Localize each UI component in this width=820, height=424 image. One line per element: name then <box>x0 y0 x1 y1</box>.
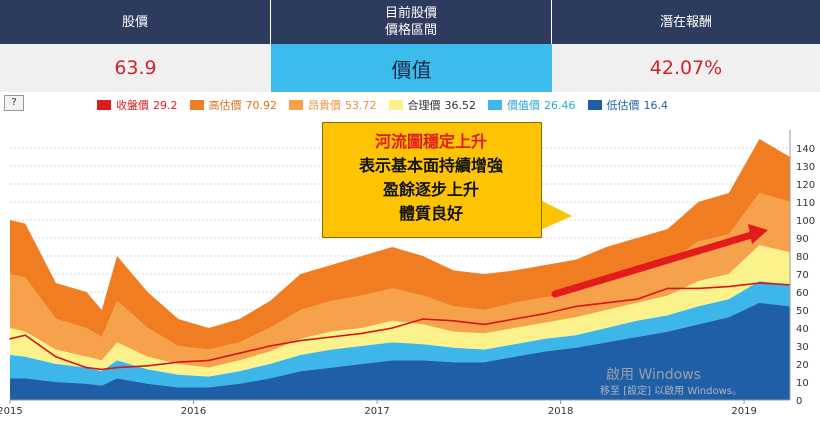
close-price-line <box>9 282 791 371</box>
y-tick-label: 20 <box>796 360 809 371</box>
close-price-point <box>391 327 394 329</box>
close-price-point <box>422 318 424 320</box>
windows-watermark: 啟用 Windows <box>606 367 701 383</box>
legend-item-close[interactable]: 收盤價 29.2 <box>97 97 178 113</box>
price-zone-value: 價值 <box>271 44 552 92</box>
close-price-point <box>605 302 608 304</box>
band-3 <box>10 245 790 377</box>
close-price-point <box>360 332 363 335</box>
x-tick-label: 2016 <box>181 406 206 417</box>
header-stock-price: 股價 <box>0 0 271 44</box>
close-price-point <box>9 338 11 340</box>
y-tick-label: 60 <box>796 288 809 299</box>
x-tick-label: 2015 <box>0 406 23 417</box>
legend-item-undervalued[interactable]: 低估價 16.4 <box>587 97 668 113</box>
potential-return-value: 42.07% <box>552 44 820 92</box>
y-tick-label: 70 <box>796 270 809 281</box>
band-4 <box>10 281 790 388</box>
close-price-point <box>299 339 302 342</box>
stock-price-value: 63.9 <box>0 44 271 92</box>
close-price-point <box>238 352 241 354</box>
band-2 <box>10 193 790 368</box>
callout-line-4: 體質良好 <box>398 204 463 223</box>
trend-arrow-shaft <box>551 230 758 298</box>
x-axis: 2015 2016 2017 2018 2019 <box>0 399 790 417</box>
close-price-point <box>452 320 455 322</box>
legend-item-value[interactable]: 價值價 26.46 <box>488 97 576 113</box>
close-price-point <box>24 334 27 336</box>
values-row: 63.9 價值 42.07% <box>0 44 820 92</box>
y-tick-label: 30 <box>796 342 809 353</box>
y-tick-label: 130 <box>796 162 815 173</box>
legend-item-overvalued[interactable]: 高估價 70.92 <box>189 97 277 113</box>
legend-swatch <box>289 100 303 110</box>
y-tick-label: 0 <box>796 396 802 407</box>
y-tick-label: 80 <box>796 252 809 263</box>
header-price-zone: 目前股價 價格區間 <box>271 0 552 44</box>
close-price-point <box>758 282 761 284</box>
legend-swatch <box>97 100 111 110</box>
y-tick-label: 140 <box>796 144 815 155</box>
close-price-path <box>9 282 791 371</box>
close-price-point <box>330 336 332 338</box>
close-price-point <box>544 312 547 315</box>
callout-line-1: 河流圖穩定上升 <box>374 132 487 151</box>
trend-arrow <box>551 224 768 298</box>
legend-item-fair[interactable]: 合理價 36.52 <box>388 97 476 113</box>
y-tick-label: 120 <box>796 180 815 191</box>
y-tick-label: 110 <box>796 198 815 209</box>
callout-pointer <box>540 200 572 230</box>
callout-line-3: 盈餘逐步上升 <box>382 180 479 199</box>
header-potential-return: 潛在報酬 <box>552 0 820 44</box>
legend-swatch <box>488 100 502 110</box>
help-button[interactable]: ? <box>4 95 24 111</box>
legend-swatch <box>587 100 602 110</box>
x-tick-label: 2017 <box>364 406 389 417</box>
close-price-point <box>636 298 638 300</box>
windows-watermark-sub: 移至 [設定] 以啟用 Windows。 <box>600 386 742 397</box>
y-axis: 0 10 20 30 40 50 60 70 80 90 100 110 120 130 140 <box>789 130 815 407</box>
close-price-point <box>208 359 210 362</box>
y-tick-label: 40 <box>796 324 809 335</box>
river-bands <box>10 139 790 400</box>
close-price-point <box>728 285 730 288</box>
close-price-point <box>513 318 516 320</box>
header-row: 股價 目前股價 價格區間 潛在報酬 <box>0 0 820 44</box>
legend-swatch <box>388 100 403 110</box>
close-price-point <box>666 287 669 290</box>
x-tick-label: 2018 <box>548 406 573 417</box>
close-price-point <box>100 368 103 371</box>
close-price-point <box>116 366 118 369</box>
close-price-point <box>146 365 149 367</box>
y-tick-label: 90 <box>796 234 809 245</box>
band-1 <box>10 139 790 350</box>
x-tick-label: 2019 <box>731 406 756 417</box>
close-price-point <box>85 366 88 369</box>
callout-line-2: 表示基本面持續增強 <box>358 156 503 175</box>
callout-box <box>322 122 542 238</box>
close-price-point <box>55 356 57 358</box>
close-price-point <box>697 287 700 290</box>
y-tick-label: 50 <box>796 306 809 317</box>
chart-legend: 收盤價 29.2 高估價 70.92 昂貴價 53.72 合理價 36.52 價… <box>97 97 680 113</box>
close-price-point <box>483 323 485 326</box>
trend-arrow-head <box>748 224 768 244</box>
close-price-point <box>269 345 271 347</box>
y-tick-label: 10 <box>796 378 809 389</box>
legend-item-expensive[interactable]: 昂貴價 53.72 <box>289 97 377 113</box>
annotation-callout: 河流圖穩定上升 表示基本面持續增強 盈餘逐步上升 體質良好 <box>322 122 572 238</box>
y-tick-label: 100 <box>796 216 815 227</box>
close-price-point <box>575 305 577 308</box>
legend-swatch <box>189 100 204 110</box>
close-price-point <box>177 361 180 363</box>
band-5 <box>10 302 790 400</box>
